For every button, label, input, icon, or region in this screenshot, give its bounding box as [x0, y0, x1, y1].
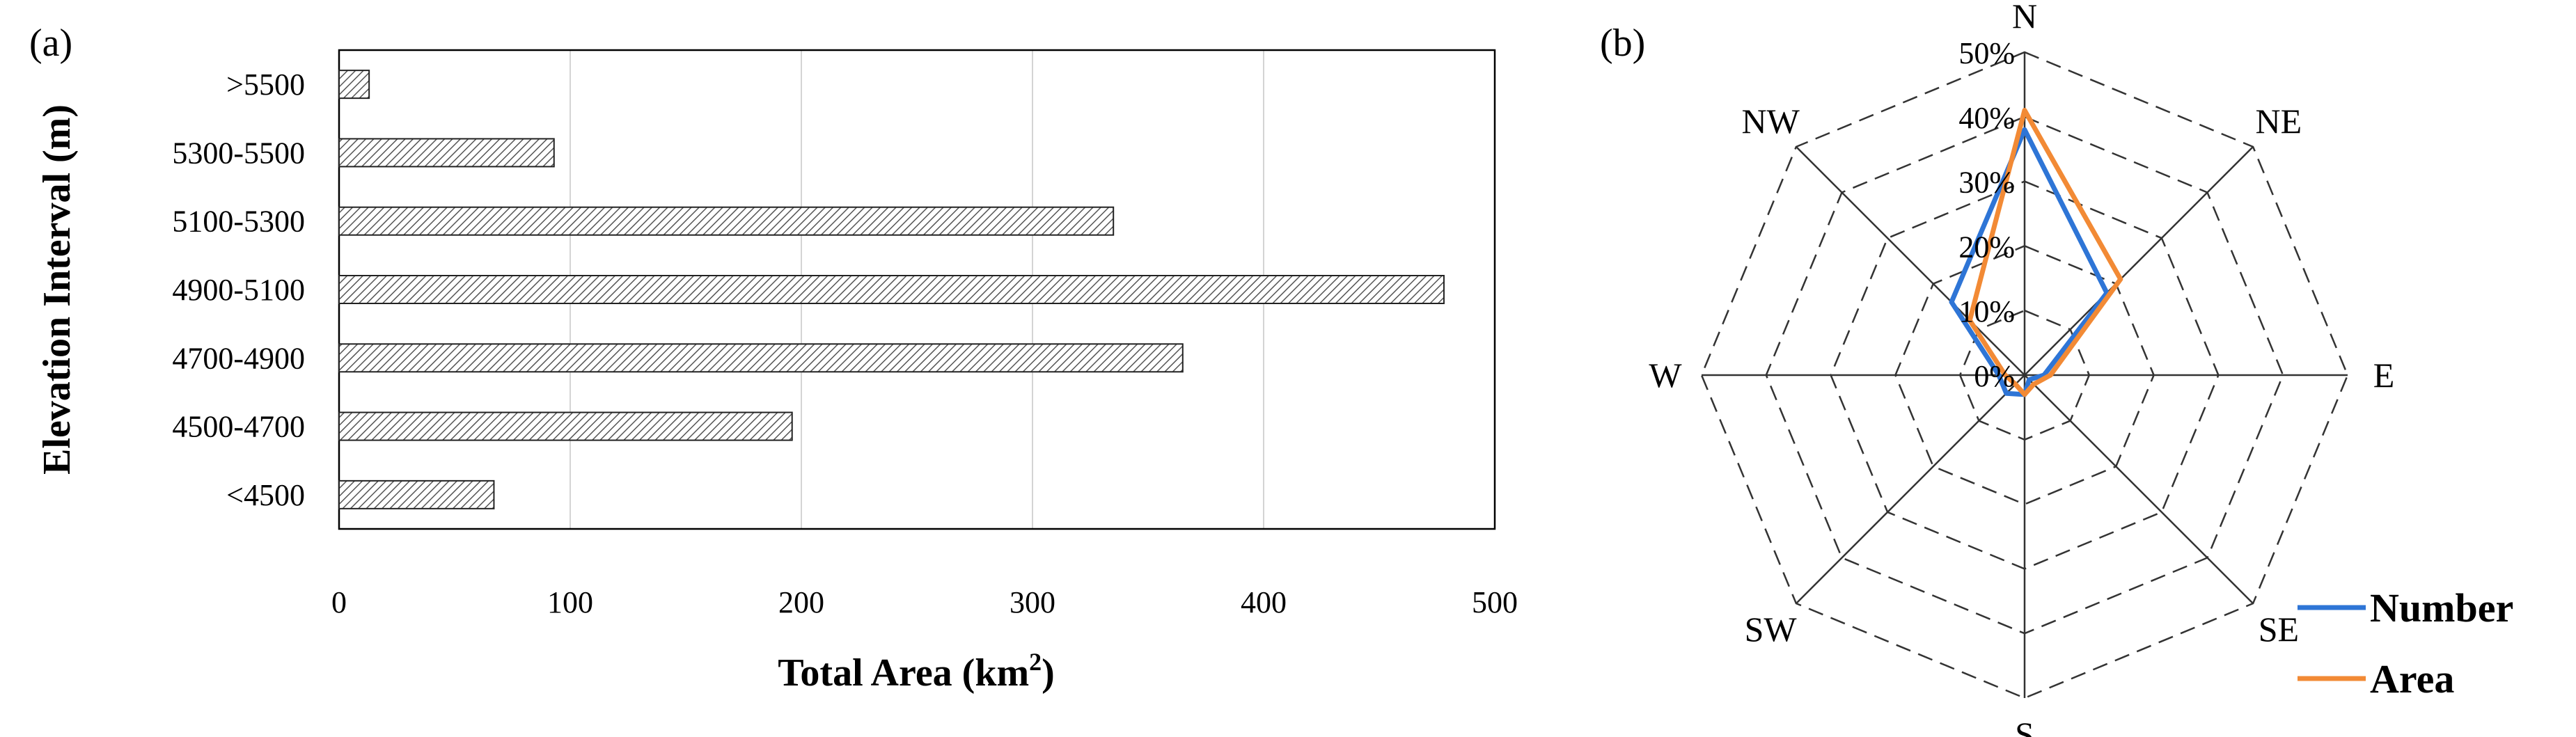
radar-series-area — [1967, 108, 2123, 397]
x-tick-label: 300 — [1010, 585, 1055, 619]
y-axis-title: Elevation Interval (m) — [36, 104, 79, 475]
radial-tick-label: 50% — [1958, 36, 2015, 70]
panel-a-label: (a) — [29, 22, 72, 65]
direction-label: NE — [2256, 102, 2302, 141]
radial-tick-label: 20% — [1958, 230, 2015, 264]
radar-spoke — [2024, 374, 2254, 604]
x-tick-labels: 0 100 200 300 400 500 — [331, 585, 1518, 619]
category-label: <4500 — [226, 478, 305, 512]
radar-spoke — [1796, 374, 2025, 604]
bar — [338, 206, 1115, 236]
direction-label: SE — [2259, 610, 2299, 649]
radar-grid — [1700, 51, 2349, 699]
legend: Number Area — [2298, 585, 2513, 702]
x-tick-label: 500 — [1472, 585, 1518, 619]
category-label: 4700-4900 — [172, 341, 305, 375]
radar-series — [1949, 108, 2123, 397]
category-label: 4900-5100 — [172, 273, 305, 307]
bar-chart-panel: (a) >5500 5300-5500 5100-5300 4900-5100 4700… — [29, 22, 1518, 695]
category-label: >5500 — [226, 68, 305, 102]
direction-label: NW — [1741, 102, 1800, 141]
direction-label: S — [2015, 715, 2034, 737]
radial-tick-labels: 0% 10% 20% 30% 40% 50% — [1958, 36, 2015, 393]
panel-b-label: (b) — [1600, 22, 1645, 65]
x-tick-label: 200 — [778, 585, 824, 619]
bars — [338, 70, 1445, 509]
category-labels: >5500 5300-5500 5100-5300 4900-5100 4700-490… — [172, 68, 305, 512]
direction-label: SW — [1745, 610, 1798, 649]
bar — [338, 411, 793, 441]
x-tick-label: 400 — [1241, 585, 1287, 619]
radar-chart-panel: (b) 0% 10% 20% 30% 40% 50% N NE E SE S SW W NW Numbe… — [1600, 0, 2513, 737]
radial-tick-label: 10% — [1958, 294, 2015, 328]
bar — [338, 480, 495, 509]
radar-spoke — [2024, 146, 2254, 376]
bar — [338, 275, 1445, 304]
direction-label: E — [2373, 356, 2395, 395]
radar-spoke — [1796, 146, 2025, 376]
category-label: 5100-5300 — [172, 205, 305, 239]
category-label: 5300-5500 — [172, 136, 305, 170]
radial-tick-label: 30% — [1958, 166, 2015, 200]
legend-label-number: Number — [2370, 585, 2513, 631]
x-tick-label: 0 — [331, 585, 347, 619]
radar-ring — [1700, 51, 2349, 699]
bar — [338, 138, 555, 168]
direction-label: W — [1649, 356, 1682, 395]
bar — [338, 70, 370, 100]
radial-tick-label: 40% — [1958, 101, 2015, 135]
legend-label-area: Area — [2370, 656, 2454, 702]
bar — [338, 343, 1184, 373]
direction-labels: N NE E SE S SW W NW — [1649, 0, 2394, 737]
x-axis-title: Total Area (km2) — [778, 648, 1055, 695]
x-tick-label: 100 — [547, 585, 593, 619]
category-label: 4500-4700 — [172, 410, 305, 444]
radial-tick-label: 0% — [1974, 359, 2015, 393]
radar-ring — [1894, 245, 2155, 505]
direction-label: N — [2012, 0, 2037, 35]
